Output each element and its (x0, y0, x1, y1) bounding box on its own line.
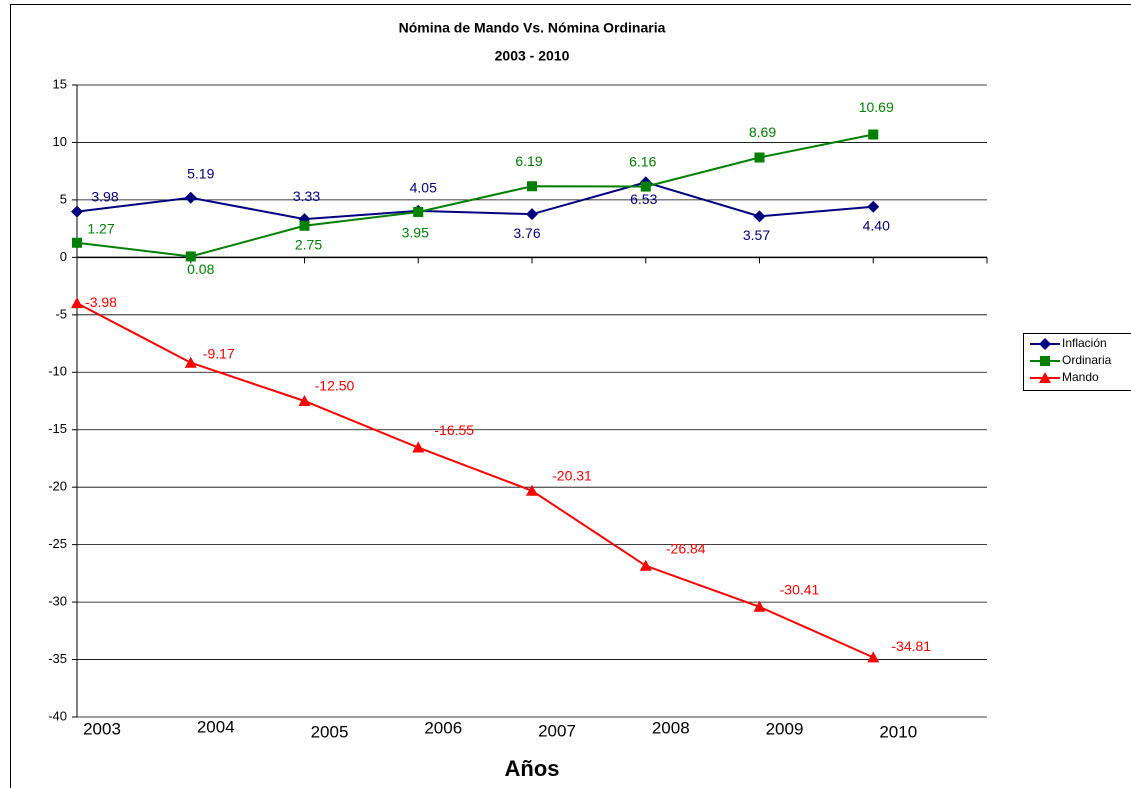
series-line (76, 302, 874, 659)
data-label: 3.33 (293, 188, 320, 204)
series-line (76, 133, 874, 258)
data-label: -12.50 (315, 378, 355, 394)
data-label: -16.55 (434, 422, 474, 438)
data-point (867, 651, 880, 663)
x-tick-label: 2003 (83, 719, 121, 738)
y-tick-label: -15 (48, 421, 67, 436)
data-point (640, 181, 651, 192)
data-point (527, 181, 537, 192)
legend-label: Mando (1062, 370, 1099, 384)
series-line (76, 181, 874, 221)
data-label: 6.16 (629, 153, 656, 169)
data-point (72, 237, 82, 248)
chart-title: Nómina de Mando Vs. Nómina Ordinaria (399, 20, 666, 36)
data-point (753, 600, 766, 612)
data-label: 4.40 (863, 218, 890, 234)
data-label: 3.57 (743, 227, 770, 243)
data-point (412, 441, 425, 453)
data-label: -34.81 (891, 638, 931, 654)
data-point (526, 484, 538, 496)
legend-marker (1040, 356, 1050, 366)
data-label: 4.05 (410, 180, 437, 196)
data-label: -26.84 (666, 540, 706, 556)
data-point (185, 251, 196, 262)
y-tick-label: 0 (60, 249, 67, 264)
data-label: -3.98 (85, 294, 117, 310)
data-point (299, 220, 310, 231)
data-point (413, 206, 424, 217)
data-point (753, 210, 766, 223)
data-label: 8.69 (749, 124, 776, 140)
data-label: 5.19 (187, 165, 214, 181)
chart-subtitle: 2003 - 2010 (495, 48, 570, 64)
data-point (639, 559, 652, 571)
data-label: 0.08 (187, 261, 214, 277)
data-point (526, 208, 538, 221)
y-tick-label: -25 (48, 536, 67, 551)
data-label: 6.19 (515, 153, 542, 169)
x-tick-label: 2008 (652, 718, 690, 737)
x-tick-label: 2005 (311, 722, 349, 741)
data-point (184, 356, 197, 368)
x-tick-label: 2009 (766, 719, 804, 738)
data-point (71, 297, 83, 309)
data-label: 2.75 (295, 236, 322, 252)
legend-marker (1039, 338, 1051, 350)
data-point (184, 191, 197, 204)
data-label: 3.95 (402, 225, 429, 241)
y-tick-label: -5 (55, 306, 67, 321)
y-tick-label: -20 (48, 479, 67, 494)
y-tick-label: -30 (48, 594, 67, 609)
legend-marker (1039, 372, 1051, 383)
data-label: -9.17 (203, 345, 235, 361)
data-label: 3.76 (513, 225, 540, 241)
data-label: 6.53 (630, 191, 657, 207)
y-tick-label: 10 (53, 134, 67, 149)
legend-label: Inflación (1062, 336, 1107, 350)
data-label: 3.98 (91, 188, 118, 204)
data-label: -30.41 (780, 582, 820, 598)
x-axis-label: Años (505, 756, 560, 781)
data-point (867, 200, 880, 213)
chart-border (10, 4, 1131, 788)
data-label: -20.31 (552, 467, 592, 483)
data-label: 1.27 (87, 220, 114, 236)
data-point (754, 152, 765, 163)
x-tick-label: 2007 (538, 721, 576, 740)
y-tick-label: -40 (48, 708, 67, 723)
data-label: 10.69 (859, 99, 894, 115)
y-tick-label: 15 (53, 76, 67, 91)
x-tick-label: 2010 (879, 722, 917, 741)
y-tick-label: -35 (48, 651, 67, 666)
data-point (298, 395, 311, 406)
legend-label: Ordinaria (1062, 353, 1112, 367)
data-point (71, 205, 83, 218)
y-tick-label: 5 (60, 191, 67, 206)
x-tick-label: 2004 (197, 717, 235, 736)
x-tick-label: 2006 (424, 718, 462, 737)
y-tick-label: -10 (48, 364, 67, 379)
data-point (868, 129, 879, 140)
